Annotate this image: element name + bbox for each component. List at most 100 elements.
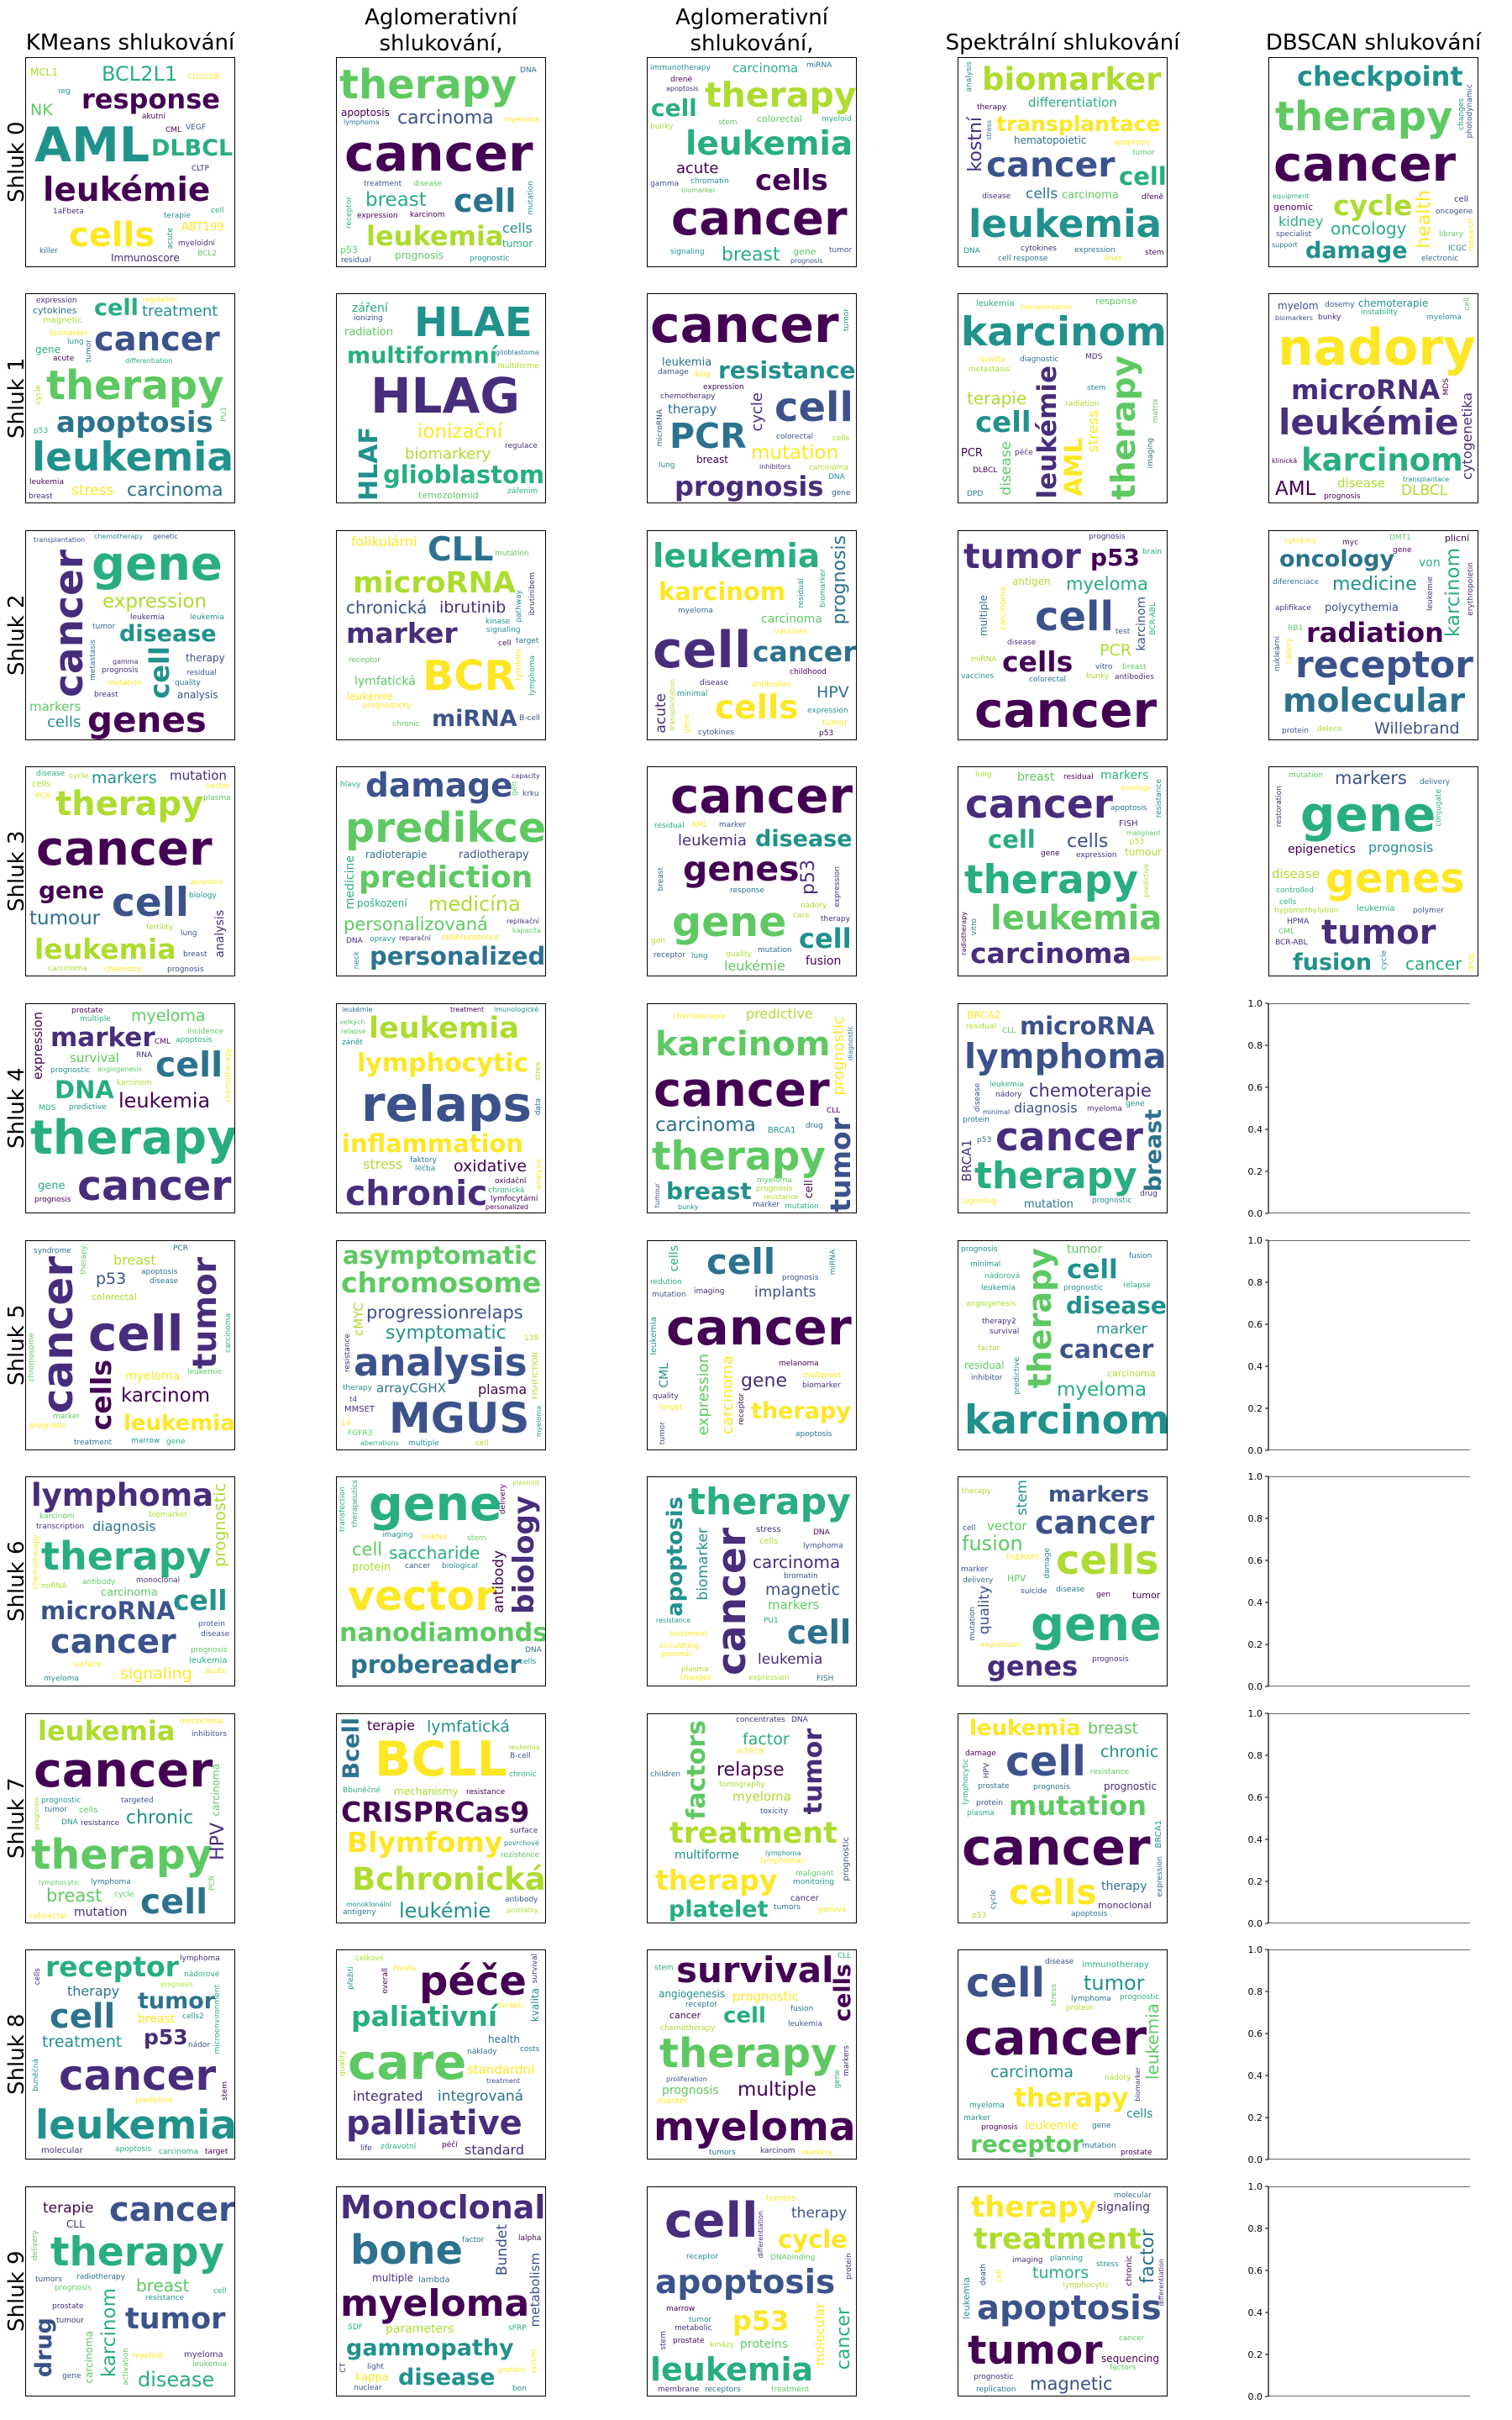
cloud-word: B-cell xyxy=(519,714,540,723)
cloud-word: apoptosis xyxy=(141,1268,178,1276)
cloud-word: apoptosis xyxy=(977,2289,1162,2328)
cloud-word: disease xyxy=(150,1277,179,1286)
cloud-word: HPMA xyxy=(1287,918,1310,926)
cloud-word: leukemia xyxy=(758,1651,823,1668)
cloud-word: circulating xyxy=(659,1642,700,1650)
wordcloud-panel-r8-c2: myeloma therapy survival cells cell multiple p… xyxy=(647,1949,857,2160)
cloud-word: Bundet xyxy=(494,2224,511,2276)
cloud-word: miRNA xyxy=(829,1249,837,1276)
cloud-word: chemotherapy xyxy=(32,1534,40,1590)
cloud-word: differentiation xyxy=(1028,95,1117,110)
cloud-word: cancer xyxy=(46,550,92,697)
cloud-word: radiorezistence xyxy=(441,934,500,942)
cloud-word: karcinom xyxy=(1135,597,1148,651)
y-tick-label: 0.6 xyxy=(1248,2265,1263,2276)
cloud-word: carcinoma xyxy=(990,2063,1074,2081)
cloud-word: leukemia xyxy=(969,202,1162,246)
cloud-word: signaling xyxy=(120,1665,192,1683)
cloud-word: apoptosis xyxy=(1071,1910,1108,1918)
cloud-word: drug xyxy=(1140,1190,1158,1198)
cloud-word: náklady xyxy=(467,2048,497,2056)
cloud-word: angiogenesis xyxy=(659,1988,726,2000)
cloud-word: ibrutinibem xyxy=(528,572,537,616)
cloud-word: cytokines xyxy=(698,729,734,737)
y-tick-label: 0.8 xyxy=(1248,1750,1263,1761)
cloud-word: expression xyxy=(357,212,398,220)
wordcloud-panel-r4-c3: therapy cancer lymphoma breast microRNA chemo… xyxy=(958,1003,1168,1213)
cloud-word: proteins xyxy=(740,2338,789,2351)
cloud-word: damage xyxy=(965,1749,996,1758)
cloud-word: receptor xyxy=(970,2130,1084,2158)
cloud-word: malignant xyxy=(795,1870,834,1878)
cloud-word: prognosis xyxy=(1092,1655,1129,1664)
cloud-word: lymphoma xyxy=(91,1878,131,1886)
cloud-word: cell xyxy=(653,621,752,680)
cloud-word: HPV xyxy=(983,1763,991,1779)
cloud-word: gamma xyxy=(113,658,139,666)
cloud-word: stress xyxy=(1096,2260,1119,2269)
cloud-word: leukémie xyxy=(1278,402,1459,443)
cloud-word: leukemia xyxy=(969,1716,1081,1741)
cloud-word: Blymfomy xyxy=(347,1826,503,1859)
cloud-word: lymphocytic xyxy=(1063,2281,1109,2290)
cloud-word: residual xyxy=(797,578,806,608)
cloud-word: cell xyxy=(664,2193,759,2249)
cloud-word: lung xyxy=(691,952,708,960)
cloud-word: predictive xyxy=(135,2096,173,2105)
cloud-word: terapie xyxy=(43,2200,94,2217)
cloud-word: medicine xyxy=(344,855,357,910)
cloud-word: karcinom xyxy=(39,1512,75,1521)
cloud-word: disease xyxy=(1007,639,1037,647)
cloud-word: quality xyxy=(976,1586,993,1635)
wordcloud-panel-r5-c1: analysis MGUS chromosome progressionrelaps a… xyxy=(336,1240,546,1450)
cloud-word: Willebrand xyxy=(1374,719,1460,738)
cloud-word: carcinoma xyxy=(999,587,1008,631)
cloud-word: bunky xyxy=(1086,672,1110,681)
cloud-word: breast xyxy=(1017,771,1055,784)
cloud-word: leukemia xyxy=(961,2277,972,2320)
cloud-word: CD3CD8 xyxy=(187,73,219,82)
cloud-word: cancer xyxy=(34,1743,213,1798)
cloud-word: resistance xyxy=(1155,779,1163,818)
cloud-word: cells xyxy=(69,216,155,255)
cloud-word: mutation xyxy=(969,1607,977,1641)
cloud-word: acute xyxy=(653,693,669,734)
cloud-word: vitro xyxy=(970,918,979,936)
y-tick-label: 0.4 xyxy=(1248,2070,1263,2081)
wordcloud-panel-r0-c4: cancer therapy checkpoint cycle damage health… xyxy=(1268,57,1478,267)
cloud-word: transplantation xyxy=(1021,303,1073,311)
cloud-word: treatment xyxy=(771,2386,810,2394)
cloud-word: cancer xyxy=(974,681,1158,739)
cloud-word: survival xyxy=(990,1328,1020,1336)
cloud-word: marrow xyxy=(131,1437,160,1445)
cloud-word: myeloma xyxy=(732,1789,791,1804)
cloud-word: nádory xyxy=(995,1091,1022,1099)
cloud-word: protein xyxy=(352,1561,391,1574)
wordcloud-panel-r1-c2: cancer cell PCR prognosis resistance mutation… xyxy=(647,293,857,503)
wordcloud-panel-r4-c2: cancer therapy karcinom tumor breast carcinom… xyxy=(647,1003,857,1213)
cloud-word: multiple xyxy=(408,1439,439,1448)
wordcloud-panel-r2-c1: microRNA BCR CLL marker miRNA ibrutinib chroni… xyxy=(336,530,546,740)
cloud-word: gene xyxy=(1300,786,1436,843)
cloud-word: magnetic xyxy=(43,316,82,325)
cloud-word: prognosis xyxy=(55,2284,92,2292)
cloud-word: leukemia xyxy=(649,1317,659,1355)
cloud-word: malignant xyxy=(1126,829,1161,837)
y-tick-label: 0.0 xyxy=(1248,1445,1263,1455)
cloud-word: therapy xyxy=(343,1384,373,1392)
cloud-word: lymphoma xyxy=(1071,1995,1111,2003)
cloud-word: asymptomatic xyxy=(343,1241,538,1270)
cloud-word: myeloma xyxy=(678,607,713,615)
cloud-word: prognosis xyxy=(1129,955,1162,962)
wordcloud-panel-r2-c4: receptor karcinom molecular radiation oncolo… xyxy=(1268,530,1478,740)
cloud-word: cell xyxy=(723,2003,766,2028)
cloud-word: plasmid xyxy=(512,1479,539,1486)
cloud-word: resistance xyxy=(466,1788,506,1797)
cloud-word: lines xyxy=(1105,255,1122,263)
cloud-word: killer xyxy=(39,247,58,255)
cloud-word: lalpha xyxy=(518,2234,542,2243)
cloud-word: vitro xyxy=(1095,663,1113,671)
cloud-word: colorectal xyxy=(776,433,813,441)
cloud-word: BCL2 xyxy=(197,250,218,258)
